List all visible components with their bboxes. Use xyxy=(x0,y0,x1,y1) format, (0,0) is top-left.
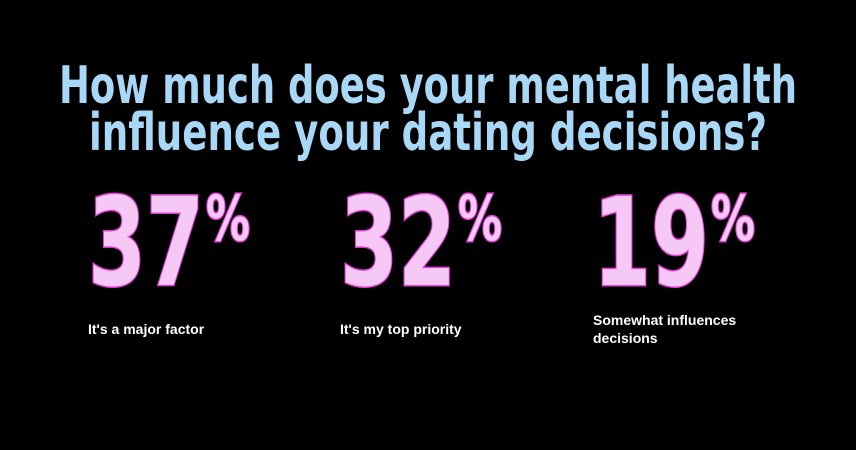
title-line: How much does your mental health xyxy=(59,56,797,116)
stat-label: It's my top priority xyxy=(340,321,462,337)
stat-number: 37 xyxy=(88,172,204,314)
title-line: influence your dating decisions? xyxy=(89,103,767,163)
stat-label: Somewhat influences decisions xyxy=(593,312,737,346)
stat-suffix: % xyxy=(458,182,502,255)
stat-suffix: % xyxy=(206,182,250,255)
stat-number: 19 xyxy=(593,172,709,314)
stat-number: 32 xyxy=(340,172,456,314)
stat-suffix: % xyxy=(711,182,755,255)
stat-label: It's a major factor xyxy=(88,321,205,337)
